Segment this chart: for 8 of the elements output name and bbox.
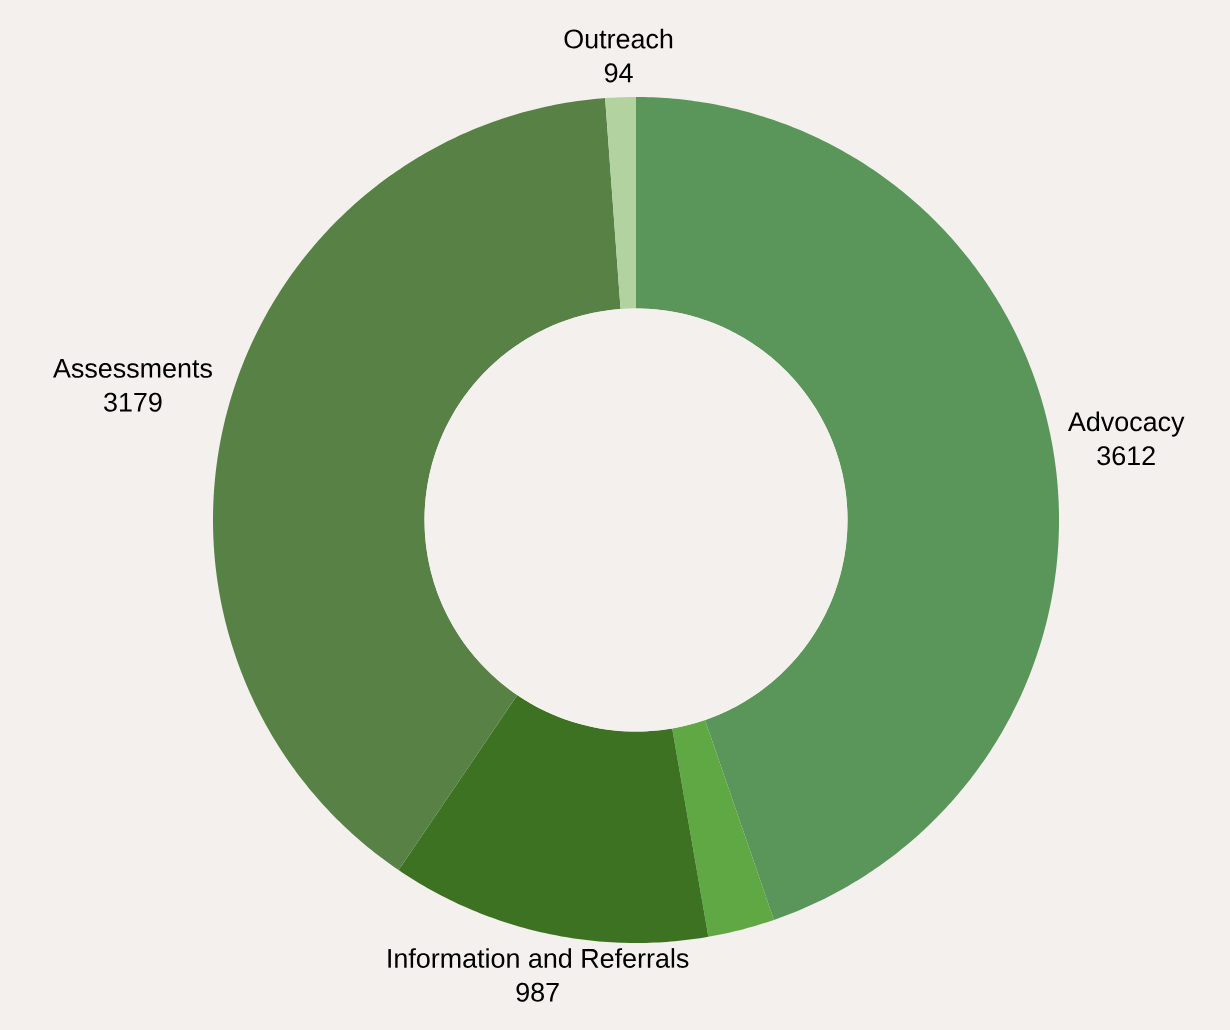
data-label: 94 bbox=[604, 63, 633, 83]
data-label: 3179 bbox=[104, 392, 162, 412]
slice-label: Information and Referrals bbox=[388, 948, 689, 968]
slice-label: Advocacy bbox=[1067, 411, 1185, 437]
data-label: 3612 bbox=[1097, 446, 1155, 466]
slice-label: Assessments bbox=[53, 359, 212, 378]
data-label: 987 bbox=[516, 982, 559, 1002]
slice-label: Outreach bbox=[564, 28, 673, 49]
